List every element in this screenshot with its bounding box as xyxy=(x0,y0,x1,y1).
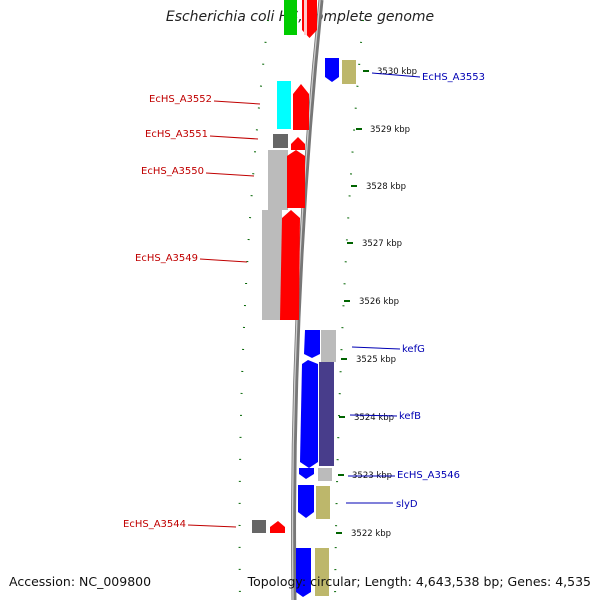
gene-slyd-khaki xyxy=(316,486,330,519)
tick-label: 3527 kbp xyxy=(362,239,402,249)
khaki-gene-bottom xyxy=(315,548,329,596)
blue-gene-bottom xyxy=(296,548,311,597)
label-connector xyxy=(199,258,248,263)
gene-label-kefg[interactable]: kefG xyxy=(402,344,425,355)
right-label-group: EcHS_A3553 kefG kefB EcHS_A3546 slyD xyxy=(346,72,485,510)
label-connector xyxy=(349,414,398,417)
map-title: Escherichia coli HS, complete genome xyxy=(165,9,435,25)
gene-kefb-blue xyxy=(300,360,318,468)
gene-label-slyd[interactable]: slyD xyxy=(396,499,418,510)
gene-ecHS-a3552-cyan xyxy=(277,81,291,129)
left-label-group: EcHS_A3552 EcHS_A3551 EcHS_A3550 EcHS_A3… xyxy=(123,94,261,530)
tick-label: 3526 kbp xyxy=(359,297,399,307)
gene-label-ecHS-a3549[interactable]: EcHS_A3549 xyxy=(135,253,198,264)
gene-ecHS-a3550-grey xyxy=(268,150,288,210)
tick-label: 3522 kbp xyxy=(351,529,391,539)
tick-label: 3525 kbp xyxy=(356,355,396,365)
gene-ecHS-a3551-red xyxy=(291,137,305,150)
label-connector xyxy=(209,135,259,140)
gene-ecHS-a3546-grey xyxy=(318,468,332,481)
gene-ecHS-a3551-darkgrey xyxy=(273,134,288,148)
gene-ecHS-a3546-blue xyxy=(299,468,314,479)
gene-ecHS-a3549-grey xyxy=(262,210,282,320)
label-connector xyxy=(371,72,421,78)
tick-label: 3528 kbp xyxy=(366,182,406,192)
gene-ecHS-a3552-red xyxy=(293,84,309,130)
gene-label-ecHS-a3553[interactable]: EcHS_A3553 xyxy=(422,72,485,83)
label-connector xyxy=(187,524,237,528)
label-connector xyxy=(205,172,255,177)
gene-ecHS-a3553-arrow xyxy=(325,58,339,82)
gene-label-ecHS-a3551[interactable]: EcHS_A3551 xyxy=(145,129,208,140)
gene-slyd-blue xyxy=(298,485,314,518)
gene-kefg-blue xyxy=(304,330,320,358)
tick-group: 3530 kbp 3529 kbp 3528 kbp 3527 kbp 3526… xyxy=(336,67,417,539)
gene-ecHS-a3553-khaki xyxy=(342,60,356,84)
accession-text: Accession: NC_009800 xyxy=(9,574,152,589)
gene-label-kefb[interactable]: kefB xyxy=(399,411,421,422)
label-connector xyxy=(213,100,261,105)
tick-label: 3530 kbp xyxy=(377,67,417,77)
label-connector xyxy=(351,346,401,350)
gene-kefg-grey xyxy=(321,330,336,362)
gene-ecHS-a3549-red xyxy=(280,210,300,320)
tick-label: 3524 kbp xyxy=(354,413,394,423)
green-gene-top xyxy=(284,0,297,35)
gene-kefb-indigo xyxy=(319,362,334,466)
outer-right-guide-arc xyxy=(334,19,364,600)
grey-strip-top xyxy=(304,0,307,35)
gene-label-ecHS-a3550[interactable]: EcHS_A3550 xyxy=(141,166,204,177)
gene-label-ecHS-a3544[interactable]: EcHS_A3544 xyxy=(123,519,186,530)
gene-label-ecHS-a3546[interactable]: EcHS_A3546 xyxy=(397,470,460,481)
tick-label: 3529 kbp xyxy=(370,125,410,135)
gene-ecHS-a3550-red xyxy=(287,150,305,208)
gene-ecHS-a3544-red xyxy=(270,521,285,533)
gene-ecHS-a3544-darkgrey xyxy=(252,520,266,533)
topology-text: Topology: circular; Length: 4,643,538 bp… xyxy=(247,574,591,589)
gene-label-ecHS-a3552[interactable]: EcHS_A3552 xyxy=(149,94,212,105)
